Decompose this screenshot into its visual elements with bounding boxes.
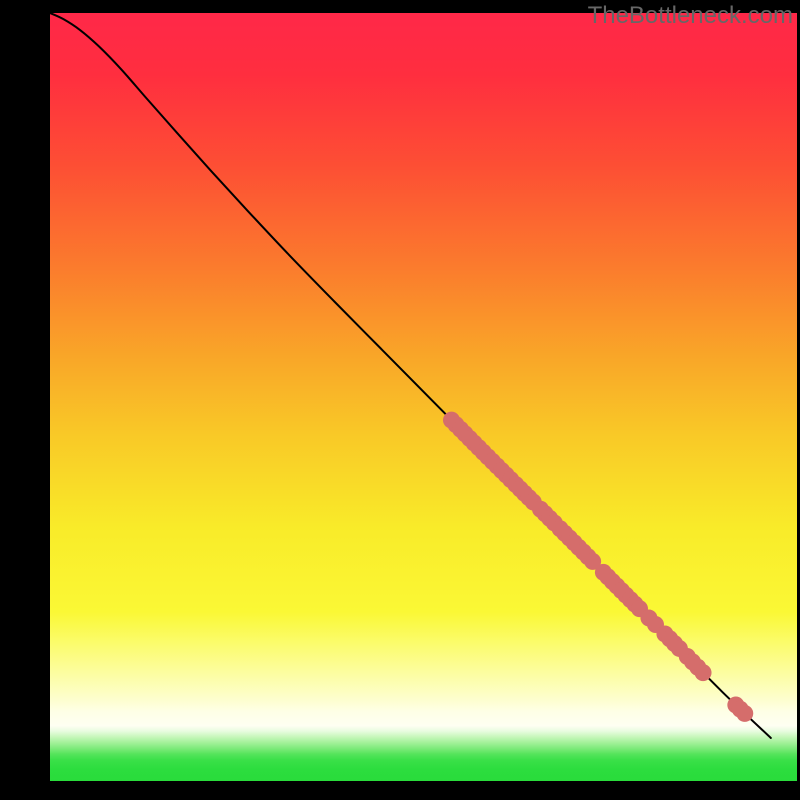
scatter-point	[736, 705, 753, 722]
watermark-text: TheBottleneck.com	[588, 2, 793, 30]
scatter-layer	[50, 13, 797, 781]
scatter-point	[695, 664, 712, 681]
chart-plot-area	[50, 13, 797, 781]
